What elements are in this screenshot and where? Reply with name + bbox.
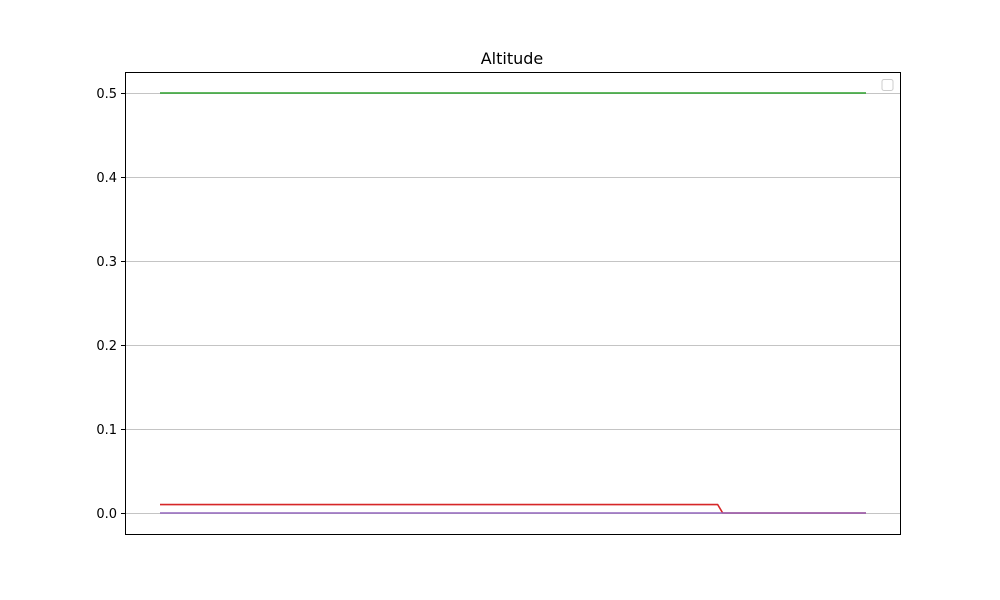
y-tick-label: 0.2 [96, 339, 117, 354]
legend-box [881, 79, 894, 91]
tick-layer: 0.0 0.1 0.2 0.3 0.4 0.5 [96, 87, 125, 522]
y-tick-label: 0.0 [96, 507, 117, 522]
y-tick-label: 0.3 [96, 255, 117, 270]
y-tick-label: 0.5 [96, 87, 117, 102]
chart-title: Altitude [481, 49, 544, 68]
y-tick-label: 0.4 [96, 171, 117, 186]
axes-frame [125, 72, 901, 535]
y-tick-label: 0.1 [96, 423, 117, 438]
series-layer [160, 92, 866, 514]
